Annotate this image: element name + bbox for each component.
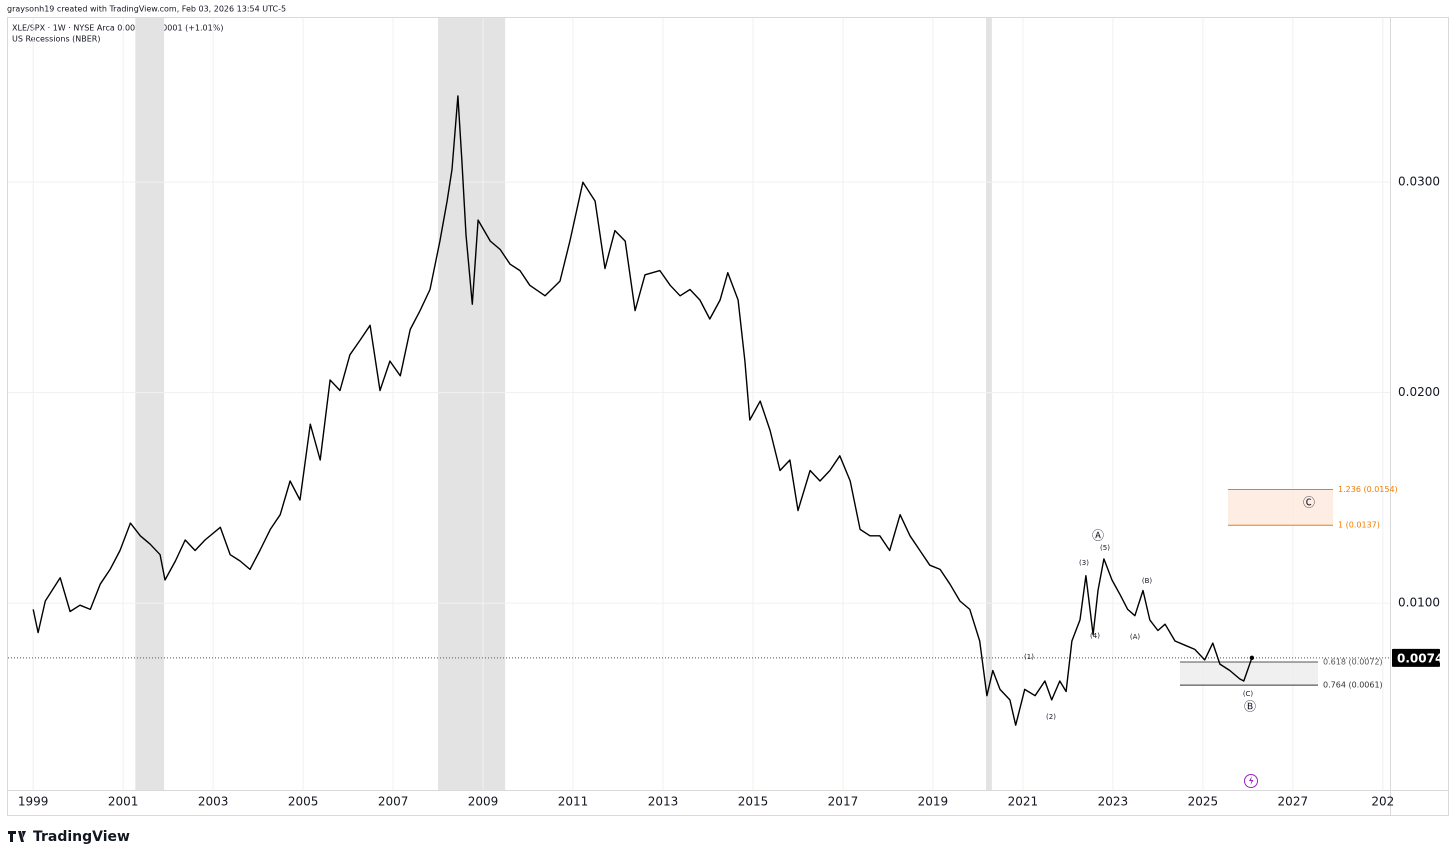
event-icon [1244, 774, 1258, 788]
x-tick-label: 2021 [1008, 795, 1039, 809]
x-tick-label: 2011 [558, 795, 589, 809]
price-series [32, 95, 1253, 726]
x-tick-label: 202 [1371, 795, 1394, 809]
credit: graysonh19 created with TradingView.com,… [7, 5, 286, 14]
wave-label: (3) [1079, 559, 1089, 567]
recession-band [135, 18, 165, 790]
x-tick-label: 2001 [108, 795, 139, 809]
wave-label: Ⓒ [1303, 496, 1315, 510]
x-tick-label: 2013 [648, 795, 679, 809]
x-tick-label: 2017 [828, 795, 859, 809]
last-point [1249, 655, 1255, 661]
x-tick-label: 2005 [288, 795, 319, 809]
x-tick-label: 2019 [918, 795, 949, 809]
wave-label: (4) [1090, 632, 1100, 640]
logo-icon [8, 831, 26, 842]
fib-zone [1180, 662, 1318, 686]
fib-label: 0.618 (0.0072) [1323, 658, 1383, 667]
wave-label: Ⓐ [1092, 529, 1104, 543]
x-tick-label: 2007 [378, 795, 409, 809]
recession-band [986, 18, 992, 790]
y-tick-label: 0.0200 [1398, 385, 1440, 399]
x-tick-label: 2027 [1278, 795, 1309, 809]
x-tick-label: 1999 [18, 795, 49, 809]
event-bolt [1249, 776, 1254, 785]
wave-label: (B) [1142, 577, 1153, 585]
x-tick-label: 2003 [198, 795, 229, 809]
fib-label: 1.236 (0.0154) [1338, 485, 1398, 494]
legend-recession: US Recessions (NBER) [12, 35, 100, 44]
y-tick-label: 0.0100 [1398, 596, 1440, 610]
plot [8, 18, 1390, 790]
price-badge [1392, 648, 1440, 667]
x-tick-label: 2025 [1188, 795, 1219, 809]
y-tick-label: 0.0300 [1398, 175, 1440, 189]
fib-label: 1 (0.0137) [1338, 521, 1380, 530]
legend-main: XLE/SPX · 1W · NYSE Arca 0.0074 −0.0001 … [12, 24, 223, 33]
wave-label: (C) [1243, 690, 1254, 698]
price-badge-label: 0.0074 [1397, 651, 1443, 665]
recession-band [438, 18, 506, 790]
x-tick-label: 2015 [738, 795, 769, 809]
x-tick-label: 2023 [1098, 795, 1129, 809]
fib-label: 0.764 (0.0061) [1323, 681, 1383, 690]
wave-label: (A) [1130, 633, 1141, 641]
fib-zone [1228, 489, 1333, 526]
wave-label: (1) [1024, 653, 1034, 661]
wave-label: (2) [1046, 713, 1056, 721]
wave-label: (5) [1100, 544, 1110, 552]
x-tick-label: 2009 [468, 795, 499, 809]
frame [7, 17, 1449, 816]
wave-label: Ⓑ [1244, 700, 1256, 714]
brand: TradingView [33, 829, 130, 845]
logo: TradingView [8, 829, 130, 845]
